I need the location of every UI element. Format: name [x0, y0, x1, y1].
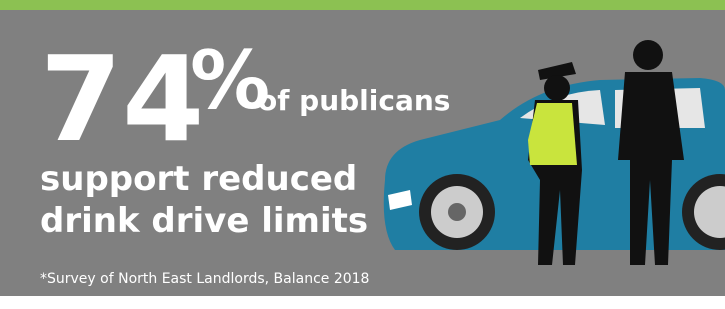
stat-number: 74	[40, 30, 204, 168]
page: 74 % of publicans support reduced drink …	[0, 0, 725, 309]
hi-vis-vest	[528, 103, 577, 165]
stat-suffix: of publicans	[258, 84, 450, 117]
headline-line: support reduced	[40, 159, 357, 199]
footnote: *Survey of North East Landlords, Balance…	[40, 271, 369, 287]
headline-line: drink drive limits	[40, 201, 368, 241]
top-bar	[0, 0, 725, 10]
infographic: 74 % of publicans support reduced drink …	[0, 0, 725, 309]
